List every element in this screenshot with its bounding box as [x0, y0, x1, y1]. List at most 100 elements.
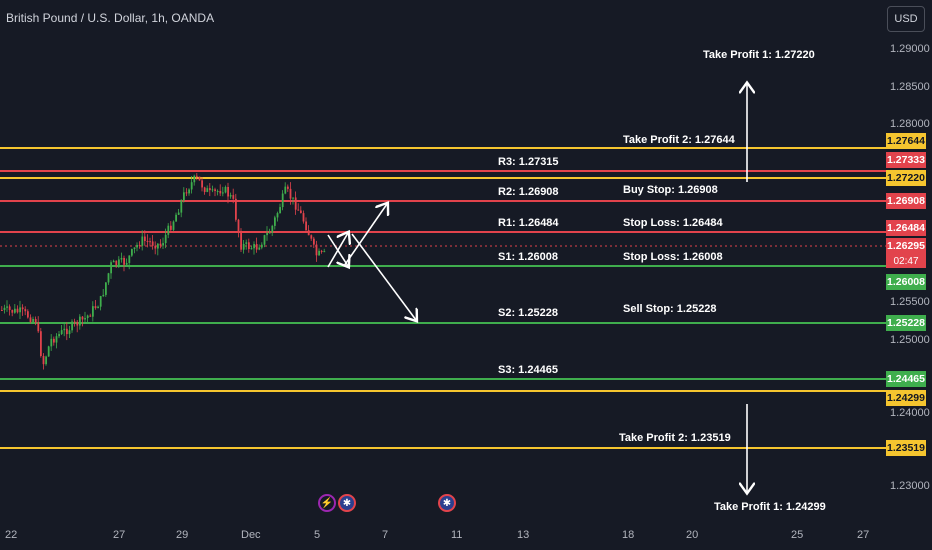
- us-flag-event-icon[interactable]: ✱: [338, 494, 356, 512]
- candle-body: [66, 328, 68, 335]
- time-tick: 29: [176, 529, 188, 541]
- candle-body: [198, 176, 201, 181]
- price-tag-r2[interactable]: 1.26908: [886, 193, 926, 209]
- candle-body: [125, 262, 128, 265]
- candle-body: [19, 307, 21, 313]
- label-buy-stop: Buy Stop: 1.26908: [623, 184, 718, 196]
- candle-body: [193, 175, 196, 183]
- candle-body: [294, 197, 297, 210]
- time-tick: 20: [686, 529, 698, 541]
- label-s3: S3: 1.24465: [498, 364, 558, 376]
- time-tick: Dec: [241, 529, 261, 541]
- price-tick: 1.28000: [890, 118, 930, 130]
- price-tag-current[interactable]: 1.26295: [886, 238, 926, 254]
- symbol-title[interactable]: British Pound / U.S. Dollar, 1h, OANDA: [6, 11, 215, 25]
- candle-body: [133, 247, 136, 250]
- candle-body: [323, 251, 326, 253]
- candle-body: [219, 190, 222, 194]
- candle-body: [92, 306, 94, 317]
- time-tick: 13: [517, 529, 529, 541]
- price-tag-tp2-bottom[interactable]: 1.23519: [886, 440, 926, 456]
- candle-body: [201, 180, 203, 188]
- candle-body: [279, 207, 281, 214]
- label-tp2-bottom: Take Profit 2: 1.23519: [619, 432, 731, 444]
- candle-body: [37, 322, 40, 332]
- candle-body: [128, 255, 131, 263]
- time-axis[interactable]: 22 27 29 Dec 5 7 11 13 18 20 25 27: [5, 529, 869, 541]
- price-tag-tp1-top[interactable]: 1.27220: [886, 170, 926, 186]
- candle-body: [222, 192, 224, 194]
- candle-body: [58, 334, 60, 337]
- candle-body: [159, 243, 162, 246]
- candles-group: [1, 172, 326, 370]
- candle-body: [99, 296, 102, 307]
- candle-body: [14, 308, 16, 313]
- candle-body: [229, 195, 232, 197]
- candle-body: [284, 186, 287, 194]
- candle-body: [177, 212, 180, 215]
- label-tp1-bottom: Take Profit 1: 1.24299: [714, 501, 826, 513]
- price-tick: 1.29000: [890, 43, 930, 55]
- candle-body: [196, 175, 198, 177]
- candle-body: [60, 330, 63, 335]
- candle-body: [40, 331, 42, 356]
- us-flag-event-icon[interactable]: ✱: [438, 494, 456, 512]
- price-tag-r1[interactable]: 1.26484: [886, 220, 926, 236]
- candle-body: [216, 190, 219, 192]
- candle-body: [55, 336, 58, 343]
- candle-body: [245, 242, 248, 244]
- candle-body: [248, 242, 250, 250]
- price-tag-s3[interactable]: 1.24465: [886, 371, 926, 387]
- candle-body: [144, 236, 146, 241]
- candle-body: [253, 244, 255, 249]
- arrow-small-down[interactable]: [327, 234, 348, 266]
- price-tag-tp1-bottom[interactable]: 1.24299: [886, 390, 926, 406]
- time-tick: 22: [5, 529, 17, 541]
- candle-body: [21, 307, 24, 310]
- candle-body: [120, 257, 123, 260]
- candle-body: [86, 315, 89, 319]
- candle-body: [71, 321, 73, 331]
- candle-body: [167, 225, 170, 235]
- candle-body: [45, 356, 47, 365]
- candle-body: [6, 306, 8, 308]
- currency-button[interactable]: USD: [887, 6, 925, 32]
- candle-body: [214, 189, 216, 192]
- candle-body: [258, 247, 261, 250]
- candle-body: [89, 315, 92, 317]
- candle-body: [107, 273, 110, 283]
- candle-body: [53, 338, 55, 343]
- candle-body: [115, 260, 118, 266]
- candle-body: [123, 257, 125, 265]
- price-tag-s2[interactable]: 1.25228: [886, 315, 926, 331]
- candle-body: [289, 188, 292, 199]
- arrow-sell-down[interactable]: [351, 233, 416, 320]
- candle-body: [211, 189, 214, 191]
- candle-body: [73, 321, 76, 323]
- price-axis[interactable]: 1.29000 1.28500 1.28000 1.25500 1.25000 …: [890, 43, 930, 492]
- price-tag-s1[interactable]: 1.26008: [886, 274, 926, 290]
- candle-body: [235, 198, 237, 220]
- candle-body: [175, 214, 177, 222]
- candle-body: [180, 200, 183, 213]
- candle-body: [188, 189, 190, 194]
- time-tick: 27: [857, 529, 869, 541]
- candle-body: [138, 244, 141, 246]
- lightning-event-icon[interactable]: ⚡: [318, 494, 336, 512]
- price-tag-r3[interactable]: 1.27333: [886, 152, 926, 168]
- candle-body: [281, 193, 284, 208]
- label-s1: S1: 1.26008: [498, 251, 558, 263]
- candle-body: [190, 182, 193, 190]
- trade-arrows[interactable]: [327, 84, 747, 492]
- candle-body: [118, 259, 120, 266]
- candle-body: [172, 221, 175, 230]
- price-tag-tp2-top[interactable]: 1.27644: [886, 133, 926, 149]
- label-r2: R2: 1.26908: [498, 186, 559, 198]
- candle-body: [162, 243, 164, 246]
- arrow-buy-up[interactable]: [343, 204, 387, 267]
- candle-body: [8, 306, 11, 310]
- candle-body: [76, 321, 79, 326]
- candle-body: [268, 232, 271, 234]
